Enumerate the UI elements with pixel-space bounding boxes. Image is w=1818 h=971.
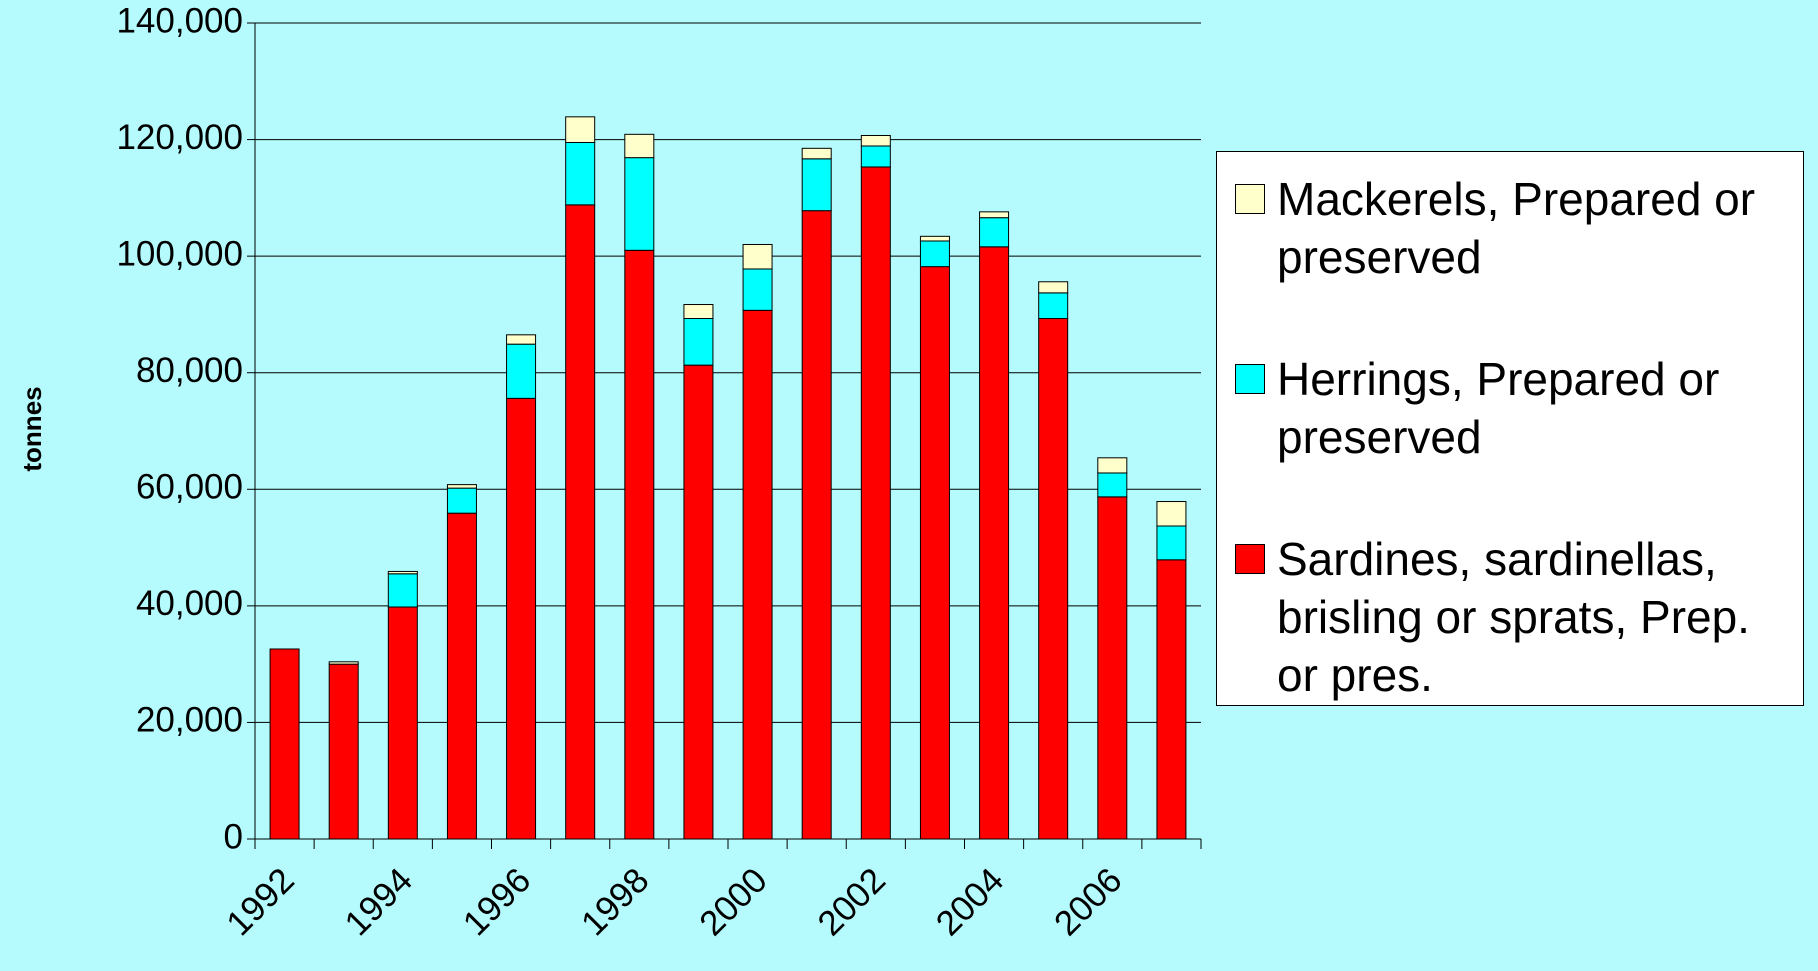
bar-segment [387, 570, 418, 575]
bar-segment [1156, 525, 1187, 561]
bar-segment [506, 334, 537, 345]
legend-label: Herrings, Prepared or preserved [1277, 353, 1720, 463]
x-tick-label: 2004 [929, 861, 1012, 944]
bar-segment [624, 249, 655, 840]
bar-segment [742, 268, 773, 311]
bar-segment [624, 157, 655, 251]
legend-swatch [1235, 544, 1265, 574]
bar-segment [1038, 318, 1069, 840]
x-tick-label: 2002 [810, 861, 893, 944]
x-tick-label: 1994 [337, 861, 420, 944]
bar-segment [1038, 281, 1069, 294]
bar-segment [742, 309, 773, 840]
legend-label: Sardines, sardinellas, brisling or sprat… [1277, 533, 1750, 701]
legend-item: Herrings, Prepared or preserved [1235, 350, 1793, 466]
bar-segment [446, 487, 477, 514]
bar-segment [565, 116, 596, 143]
bar-segment [801, 210, 832, 840]
y-tick-label: 0 [224, 817, 243, 856]
x-tick-label: 1992 [219, 861, 302, 944]
bar-segment [683, 318, 714, 366]
legend-swatch [1235, 184, 1265, 214]
bar-segment [328, 663, 359, 840]
bar-segment [860, 145, 891, 168]
bar-segment [506, 343, 537, 399]
legend-label: Mackerels, Prepared or preserved [1277, 173, 1756, 283]
bar-segment [506, 397, 537, 840]
bar-segment [624, 133, 655, 159]
y-tick-label: 40,000 [136, 584, 243, 623]
bar-segment [1038, 292, 1069, 320]
legend-item: Sardines, sardinellas, brisling or sprat… [1235, 530, 1793, 704]
y-tick-label: 120,000 [116, 118, 243, 157]
y-tick-label: 80,000 [136, 351, 243, 390]
bar-segment [801, 158, 832, 212]
bar-segment [328, 661, 359, 665]
y-tick-label: 20,000 [136, 701, 243, 740]
bar-segment [1156, 501, 1187, 527]
bar-segment [742, 243, 773, 270]
bar-segment [979, 211, 1010, 219]
bar-segment [446, 484, 477, 489]
bar-segment [565, 204, 596, 840]
bar-segment [683, 304, 714, 320]
x-tick-label: 2006 [1047, 861, 1130, 944]
bar-segment [919, 240, 950, 268]
bar-segment [387, 606, 418, 840]
bar-segment [269, 648, 300, 840]
y-tick-label: 140,000 [116, 1, 243, 40]
bar-segment [683, 364, 714, 840]
bar-segment [979, 217, 1010, 248]
y-tick-label: 100,000 [116, 234, 243, 273]
bar-segment [1097, 472, 1128, 498]
bar-segment [1097, 496, 1128, 840]
bar-segment [919, 235, 950, 242]
bar-segment [860, 134, 891, 147]
y-axis-label: tonnes [17, 386, 47, 471]
bar-segment [801, 147, 832, 160]
x-tick-label: 2000 [692, 861, 775, 944]
bar-segment [446, 512, 477, 840]
bar-segment [1156, 559, 1187, 840]
bar-segment [919, 266, 950, 840]
x-tick-label: 1998 [574, 861, 657, 944]
x-tick-label: 1996 [456, 861, 539, 944]
legend: Mackerels, Prepared or preserved Herrings… [1216, 151, 1804, 706]
bar-segment [1097, 457, 1128, 474]
bar-segment [565, 141, 596, 206]
bar-segment [387, 573, 418, 608]
bar-segment [860, 166, 891, 840]
legend-swatch [1235, 364, 1265, 394]
y-tick-label: 60,000 [136, 468, 243, 507]
legend-item: Mackerels, Prepared or preserved [1235, 170, 1793, 286]
bar-segment [979, 246, 1010, 840]
